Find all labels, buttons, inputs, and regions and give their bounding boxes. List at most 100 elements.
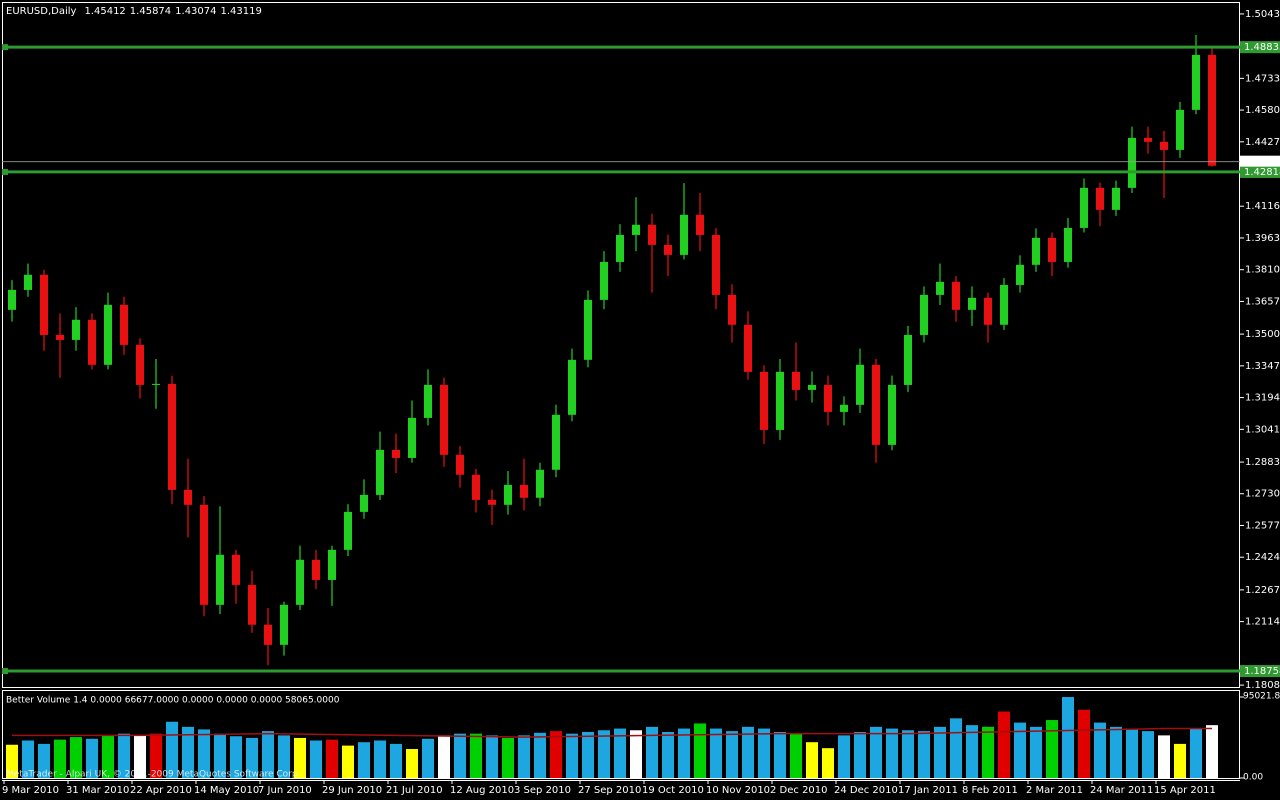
volume-bar	[1046, 720, 1058, 778]
x-tick-label: 7 Jun 2010	[258, 785, 312, 796]
candle-body	[1192, 54, 1200, 110]
volume-bar	[70, 737, 82, 778]
candle-body	[616, 234, 624, 262]
x-tick-label: 2 Mar 2011	[1026, 785, 1083, 796]
volume-bar	[1190, 728, 1202, 778]
volume-bar	[726, 731, 738, 778]
candle-body	[504, 484, 512, 505]
x-tick-label: 17 Jan 2011	[898, 785, 958, 796]
candle-body	[856, 364, 864, 405]
volume-bar	[614, 728, 626, 778]
x-tick-label: 21 Jul 2010	[386, 785, 443, 796]
volume-bar	[758, 728, 770, 778]
volume-bar	[518, 735, 530, 778]
x-tick-label: 12 Aug 2010	[450, 785, 514, 796]
candle-body	[72, 319, 80, 340]
volume-y-tick-label: 95021.85	[1243, 692, 1280, 702]
volume-bar	[966, 725, 978, 778]
volume-bar	[326, 739, 338, 778]
candle-body	[1048, 237, 1056, 262]
level-label-bg	[1240, 165, 1280, 178]
volume-bar	[6, 744, 18, 778]
candle-body	[264, 624, 272, 645]
candle-body	[88, 319, 96, 365]
y-tick-label: 1.33470	[1245, 361, 1280, 372]
candle-body	[568, 359, 576, 415]
volume-bar	[886, 728, 898, 778]
candle-body	[424, 384, 432, 418]
candle-body	[920, 294, 928, 335]
level-label: 1.18758	[1244, 666, 1280, 677]
candle-body	[152, 383, 160, 385]
volume-bar	[454, 733, 466, 778]
x-tick-label: 10 Nov 2010	[706, 785, 770, 796]
volume-bar	[502, 737, 514, 778]
y-tick-label: 1.47330	[1245, 73, 1280, 84]
volume-bar	[934, 726, 946, 778]
y-tick-label: 1.45800	[1245, 105, 1280, 116]
volume-bar	[870, 726, 882, 778]
candle-body	[520, 484, 528, 498]
candle-body	[552, 414, 560, 470]
volume-bar	[1206, 725, 1218, 778]
candle-body	[488, 499, 496, 505]
volume-bar	[246, 737, 258, 778]
candle-body	[136, 344, 144, 385]
y-tick-label: 1.21140	[1245, 617, 1280, 628]
x-tick-label: 27 Sep 2010	[578, 785, 641, 796]
candle-body	[1016, 264, 1024, 285]
volume-title: Better Volume 1.4 0.0000 66677.0000 0.00…	[6, 696, 340, 706]
candle-body	[232, 554, 240, 585]
price-panel	[2, 2, 1240, 688]
volume-bar	[790, 733, 802, 778]
candle-body	[200, 504, 208, 605]
volume-bar	[918, 731, 930, 778]
candle-body	[984, 297, 992, 325]
volume-bar	[342, 745, 354, 778]
level-label: 1.48833	[1244, 42, 1280, 53]
level-handle	[2, 668, 8, 675]
volume-bar	[534, 732, 546, 778]
x-tick-label: 2 Dec 2010	[770, 785, 828, 796]
candle-body	[904, 334, 912, 385]
volume-bar	[422, 738, 434, 778]
volume-bar	[438, 735, 450, 778]
candle-body	[728, 294, 736, 325]
volume-bar	[1094, 722, 1106, 778]
y-tick-label: 1.35000	[1245, 329, 1280, 340]
header-close: 1.43119	[221, 6, 262, 17]
candle-body	[712, 234, 720, 295]
volume-bar	[86, 738, 98, 778]
x-tick-label: 31 Mar 2010	[66, 785, 129, 796]
y-tick-label: 1.22670	[1245, 585, 1280, 596]
level-label: 1.42818	[1244, 167, 1280, 178]
x-tick-label: 22 Apr 2010	[130, 785, 192, 796]
x-tick-label: 29 Jun 2010	[322, 785, 382, 796]
candle-body	[1000, 284, 1008, 325]
header-open: 1.45412	[84, 6, 125, 17]
candle-body	[1160, 141, 1168, 150]
volume-bar	[38, 743, 50, 778]
candle-body	[312, 559, 320, 580]
last-price-bg	[1240, 155, 1280, 167]
volume-bar	[54, 739, 66, 778]
candle-body	[296, 559, 304, 605]
candle-body	[584, 299, 592, 360]
volume-bar	[902, 730, 914, 778]
volume-bar	[374, 740, 386, 778]
candle-body	[104, 304, 112, 365]
candle-body	[1128, 137, 1136, 188]
x-tick-label: 24 Dec 2010	[834, 785, 898, 796]
volume-y-tick-label: 0.00	[1243, 773, 1263, 783]
candle-body	[1064, 227, 1072, 262]
volume-bar	[550, 731, 562, 778]
volume-panel	[2, 690, 1240, 779]
candle-body	[808, 384, 816, 390]
volume-bar	[822, 748, 834, 778]
volume-bar	[230, 736, 242, 778]
level-handle	[2, 168, 8, 175]
candle-body	[1080, 187, 1088, 228]
candle-body	[248, 584, 256, 625]
